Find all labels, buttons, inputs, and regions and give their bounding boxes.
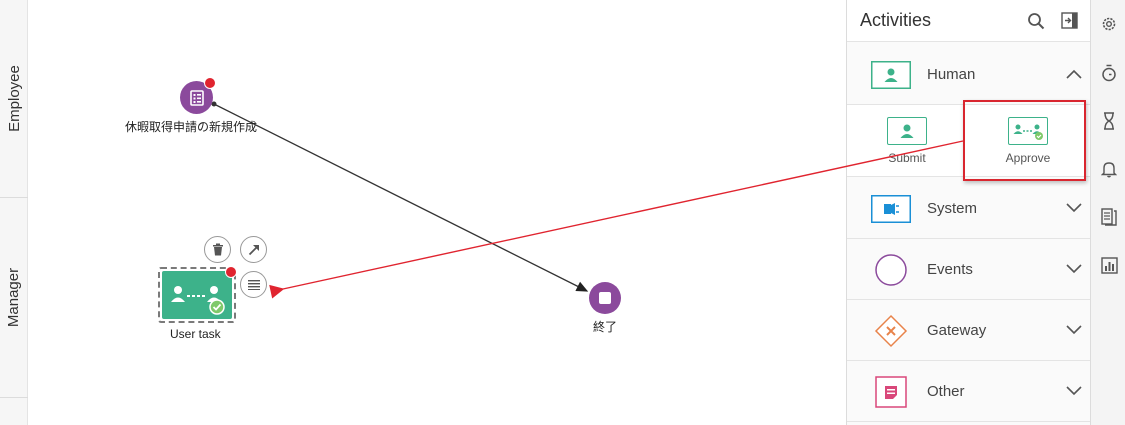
- search-button[interactable]: [1024, 9, 1048, 33]
- bell-icon: [1101, 162, 1117, 178]
- approve-highlight-annotation: [963, 100, 1086, 181]
- section-label-gateway: Gateway: [927, 321, 987, 339]
- diamond-x-icon: [871, 314, 911, 347]
- trash-icon: [212, 243, 223, 256]
- start-node-label: 休暇取得申請の新規作成: [125, 120, 258, 134]
- approve-people-icon: [1008, 117, 1048, 145]
- panel-title: Activities: [860, 10, 932, 30]
- plug-icon: [871, 193, 911, 224]
- arrow-up-right-icon: [248, 244, 259, 255]
- collapse-panel-button[interactable]: [1057, 9, 1081, 33]
- chevron-down-icon[interactable]: [1065, 382, 1083, 400]
- section-human[interactable]: Human: [847, 44, 1091, 105]
- person-icon: [887, 117, 927, 145]
- activity-approve[interactable]: Approve: [983, 105, 1073, 177]
- panel-header: Activities: [847, 0, 1090, 42]
- section-events[interactable]: Events: [847, 239, 1091, 300]
- timer-button[interactable]: [1098, 62, 1120, 84]
- sequence-flow-line: [213, 103, 589, 292]
- search-icon: [1028, 12, 1045, 29]
- section-other[interactable]: Other: [847, 361, 1091, 422]
- note-icon: [871, 375, 911, 408]
- connect-button[interactable]: [240, 236, 267, 263]
- delete-button[interactable]: [204, 236, 231, 263]
- user-task-label: User task: [170, 327, 221, 341]
- form-list-icon: [189, 89, 204, 106]
- collapse-panel-icon: [1060, 12, 1078, 29]
- chevron-down-icon[interactable]: [1065, 260, 1083, 278]
- hourglass-icon: [1104, 112, 1114, 130]
- activity-submit[interactable]: Submit: [862, 105, 952, 177]
- notifications-button[interactable]: [1098, 158, 1120, 180]
- right-toolbar: [1090, 0, 1125, 425]
- section-label-human: Human: [927, 65, 976, 83]
- error-indicator: [204, 77, 216, 89]
- chart-icon: [1100, 256, 1118, 274]
- section-label-system: System: [927, 199, 978, 217]
- documents-icon: [1101, 208, 1117, 226]
- activity-label-submit: Submit: [888, 151, 926, 165]
- end-node-label: 終了: [593, 320, 618, 334]
- stop-icon: [599, 292, 611, 304]
- activity-label-approve: Approve: [1005, 151, 1051, 165]
- documents-button[interactable]: [1098, 206, 1120, 228]
- task-selection-outline: [158, 267, 236, 323]
- list-icon: [247, 279, 260, 290]
- properties-button[interactable]: [240, 271, 267, 298]
- chevron-up-icon[interactable]: [1065, 65, 1083, 83]
- section-label-events: Events: [927, 260, 973, 278]
- chevron-down-icon[interactable]: [1065, 199, 1083, 217]
- error-indicator: [225, 266, 237, 278]
- section-gateway[interactable]: Gateway: [847, 300, 1091, 361]
- settings-button[interactable]: [1098, 13, 1120, 35]
- user-task-node[interactable]: [162, 271, 232, 319]
- activities-panel: Activities: [846, 0, 1091, 425]
- swimlane-header: Employee Manager: [0, 0, 28, 425]
- person-icon: [871, 59, 911, 90]
- stopwatch-icon: [1102, 64, 1116, 82]
- section-system[interactable]: System: [847, 178, 1091, 239]
- end-node[interactable]: [589, 282, 621, 314]
- approve-people-icon: [171, 286, 225, 315]
- deadline-button[interactable]: [1098, 110, 1120, 132]
- metrics-button[interactable]: [1098, 254, 1120, 276]
- section-label-other: Other: [927, 382, 965, 400]
- gear-icon: [1102, 17, 1116, 31]
- chevron-down-icon[interactable]: [1065, 321, 1083, 339]
- circle-icon: [871, 253, 911, 286]
